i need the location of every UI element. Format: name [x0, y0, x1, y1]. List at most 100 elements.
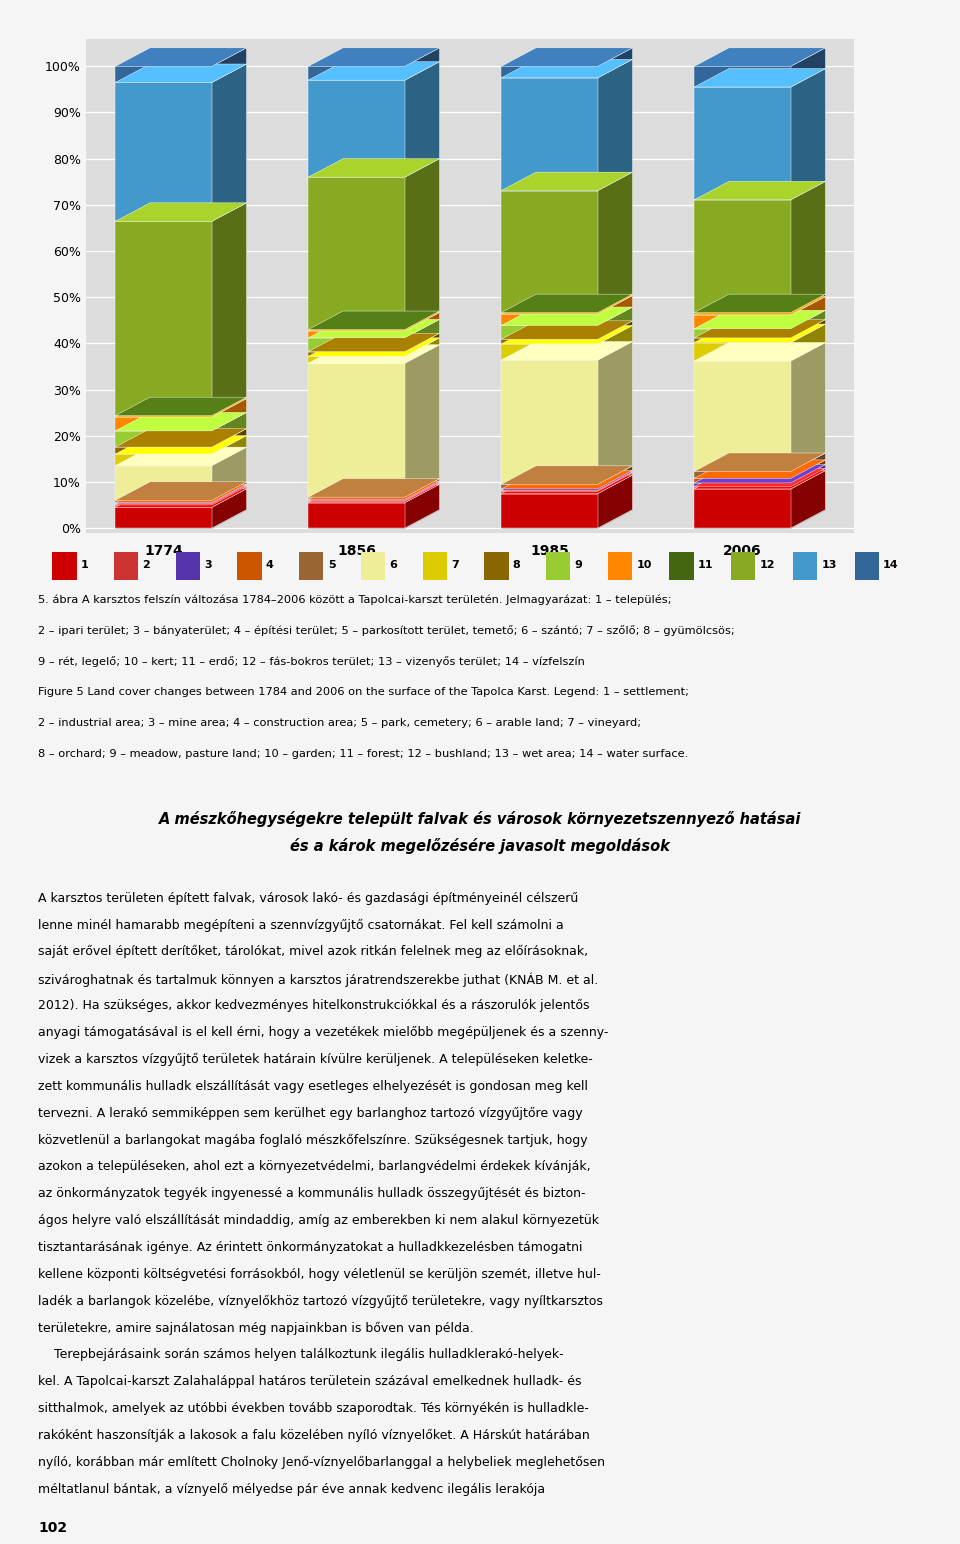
Bar	[115, 448, 212, 454]
Bar	[694, 329, 791, 338]
Polygon shape	[501, 321, 633, 340]
Text: tisztantarásának igénye. Az érintett önkormányzatokat a hulladkkezelésben támoga: tisztantarásának igénye. Az érintett önk…	[38, 1241, 583, 1254]
Polygon shape	[115, 63, 247, 82]
Polygon shape	[212, 202, 247, 415]
Polygon shape	[212, 48, 247, 82]
Polygon shape	[694, 310, 826, 329]
Polygon shape	[308, 62, 440, 80]
Polygon shape	[501, 171, 633, 190]
Polygon shape	[598, 321, 633, 344]
Bar	[115, 466, 212, 500]
Polygon shape	[212, 486, 247, 508]
Polygon shape	[791, 452, 826, 479]
Polygon shape	[212, 398, 247, 431]
Bar	[115, 500, 212, 503]
Text: és a károk megelőzésére javasolt megoldások: és a károk megelőzésére javasolt megoldá…	[290, 838, 670, 854]
Bar	[308, 497, 405, 499]
Text: az önkormányzatok tegyék ingyenessé a kommunális hulladk összegyűjtését és bizto: az önkormányzatok tegyék ingyenessé a ko…	[38, 1187, 586, 1200]
FancyBboxPatch shape	[114, 553, 138, 581]
Polygon shape	[694, 471, 826, 489]
Polygon shape	[598, 295, 633, 313]
Polygon shape	[115, 397, 247, 415]
Polygon shape	[115, 435, 247, 454]
Polygon shape	[115, 486, 247, 505]
Polygon shape	[791, 295, 826, 315]
Polygon shape	[405, 159, 440, 329]
Polygon shape	[405, 338, 440, 363]
Polygon shape	[791, 471, 826, 528]
Polygon shape	[212, 448, 247, 500]
Polygon shape	[501, 341, 633, 360]
Bar	[115, 508, 212, 528]
Polygon shape	[115, 48, 247, 66]
Text: szivároghatnak és tartalmuk könnyen a karsztos járatrendszerekbe juthat (KNÁB M.: szivároghatnak és tartalmuk könnyen a ka…	[38, 973, 599, 987]
Polygon shape	[694, 181, 826, 199]
Polygon shape	[308, 312, 440, 330]
Text: sitthalmok, amelyek az utóbbi években tovább szaporodtak. Tés környékén is hulla: sitthalmok, amelyek az utóbbi években to…	[38, 1402, 589, 1416]
Polygon shape	[501, 59, 633, 77]
Polygon shape	[405, 344, 440, 497]
Text: 4: 4	[266, 560, 274, 570]
Bar	[308, 66, 405, 80]
Polygon shape	[212, 412, 247, 448]
Text: 6: 6	[390, 560, 397, 570]
Text: kellene központi költségvetési forrásokból, hogy véletlenül se kerüljön szemét, : kellene központi költségvetési forrásokb…	[38, 1268, 601, 1282]
Polygon shape	[212, 485, 247, 505]
Polygon shape	[115, 448, 247, 466]
Polygon shape	[501, 295, 633, 312]
Polygon shape	[308, 479, 440, 497]
Polygon shape	[694, 460, 826, 479]
Polygon shape	[115, 482, 247, 500]
Polygon shape	[501, 471, 633, 489]
Polygon shape	[598, 476, 633, 528]
Polygon shape	[598, 48, 633, 77]
Polygon shape	[115, 429, 247, 448]
Polygon shape	[694, 48, 826, 66]
Polygon shape	[598, 59, 633, 190]
Polygon shape	[308, 482, 440, 499]
Polygon shape	[791, 460, 826, 483]
Polygon shape	[501, 295, 633, 313]
FancyBboxPatch shape	[485, 553, 509, 581]
Bar	[308, 503, 405, 528]
FancyBboxPatch shape	[793, 553, 817, 581]
Polygon shape	[212, 397, 247, 417]
Polygon shape	[598, 171, 633, 312]
Polygon shape	[212, 429, 247, 454]
Polygon shape	[212, 435, 247, 466]
Polygon shape	[405, 310, 440, 330]
FancyBboxPatch shape	[422, 553, 446, 581]
Polygon shape	[212, 485, 247, 503]
Bar	[694, 471, 791, 479]
Bar	[501, 491, 598, 494]
Polygon shape	[598, 472, 633, 491]
Polygon shape	[308, 485, 440, 503]
Polygon shape	[308, 483, 440, 502]
FancyBboxPatch shape	[854, 553, 878, 581]
Polygon shape	[405, 62, 440, 178]
Polygon shape	[694, 296, 826, 315]
Bar	[115, 82, 212, 221]
Bar	[308, 338, 405, 352]
Bar	[501, 66, 598, 77]
Polygon shape	[405, 334, 440, 357]
Text: közvetlenül a barlangokat magába foglaló mészkőfelszínre. Szükségesnek tartjuk, : közvetlenül a barlangokat magába foglaló…	[38, 1133, 588, 1147]
Polygon shape	[308, 482, 440, 500]
Polygon shape	[115, 398, 247, 417]
Text: 5. ábra A karsztos felszín változása 1784–2006 között a Tapolcai-karszt területé: 5. ábra A karsztos felszín változása 178…	[38, 594, 672, 605]
Bar	[501, 340, 598, 344]
Bar	[308, 178, 405, 329]
FancyBboxPatch shape	[732, 553, 756, 581]
Polygon shape	[115, 489, 247, 508]
Polygon shape	[694, 295, 826, 312]
Text: 2: 2	[142, 560, 151, 570]
Text: vizek a karsztos vízgyűjtő területek határain kívülre kerüljenek. A településeke: vizek a karsztos vízgyűjtő területek hat…	[38, 1053, 593, 1065]
Bar	[694, 338, 791, 343]
Bar	[694, 361, 791, 471]
Polygon shape	[501, 476, 633, 494]
Bar	[501, 313, 598, 326]
Polygon shape	[115, 510, 247, 528]
Text: 9 – rét, legelő; 10 – kert; 11 – erdő; 12 – fás-bokros terület; 13 – vizenyős te: 9 – rét, legelő; 10 – kert; 11 – erdő; 1…	[38, 656, 586, 667]
Text: A karsztos területen épített falvak, városok lakó- és gazdasági építményeinél cé: A karsztos területen épített falvak, vár…	[38, 891, 579, 905]
Text: rakóként haszonsítják a lakosok a falu közelében nyíló víznyelőket. A Hárskút ha: rakóként haszonsítják a lakosok a falu k…	[38, 1430, 590, 1442]
